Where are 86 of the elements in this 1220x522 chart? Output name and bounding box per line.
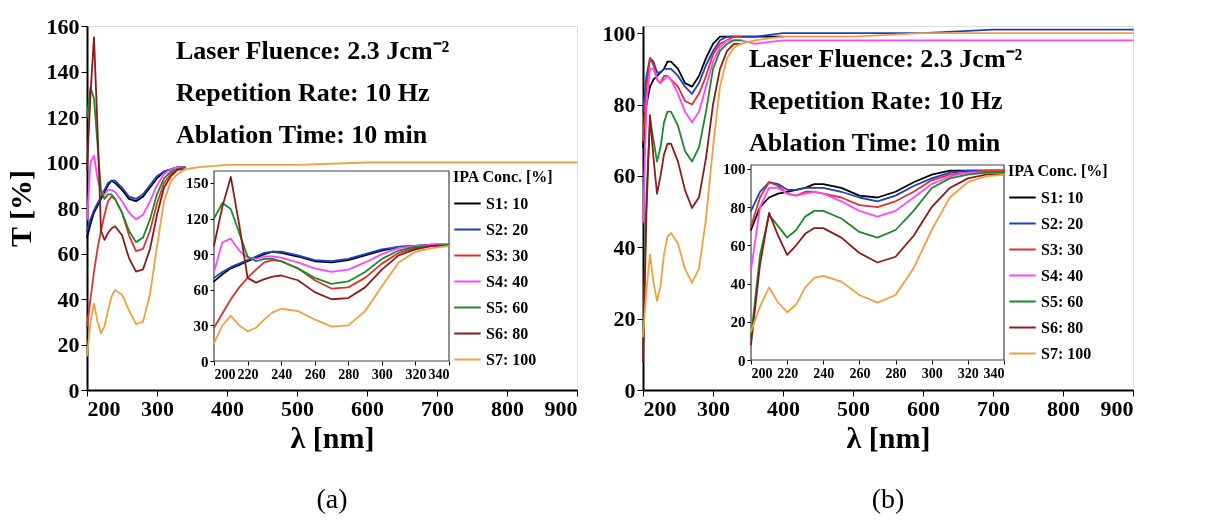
y-tick-label: 40: [730, 276, 746, 293]
x-tick-label: 340: [428, 366, 450, 382]
y-tick-label: 100: [602, 20, 636, 46]
x-tick-label: 600: [907, 395, 940, 421]
x-tick-label: 260: [849, 365, 871, 381]
y-tick-label: 20: [613, 306, 636, 332]
legend-label: S7: 100: [486, 350, 537, 368]
text: (b): [871, 483, 905, 514]
annotation: Ablation Time: 10 min: [749, 128, 1001, 157]
y-tick-label: 60: [730, 237, 746, 254]
x-tick-label: 320: [405, 366, 427, 382]
x-tick-label: 300: [141, 395, 174, 421]
x-tick-label: 220: [237, 366, 259, 382]
y-tick-label: 30: [193, 317, 209, 334]
legend-label: S1: 10: [1041, 188, 1084, 206]
y-tick-label: 0: [738, 352, 746, 369]
y-tick-label: 0: [624, 377, 636, 403]
x-tick-label: 200: [214, 366, 236, 382]
y-tick-label: 90: [193, 246, 209, 263]
y-tick-label: 0: [68, 377, 80, 403]
x-tick-label: 900: [544, 395, 578, 421]
y-tick-label: 150: [186, 175, 209, 192]
x-tick-label: 800: [491, 395, 524, 421]
x-axis-title: λ [nm]: [290, 420, 375, 454]
legend-title: IPA Conc. [%]: [453, 168, 553, 185]
x-tick-label: 500: [837, 395, 870, 421]
legend-label: S5: 60: [486, 298, 529, 316]
x-tick-label: 320: [957, 365, 979, 381]
y-tick-label: 20: [57, 332, 80, 357]
legend-label: S1: 10: [486, 194, 529, 212]
x-tick-label: 260: [304, 366, 326, 382]
legend-label: S7: 100: [1041, 344, 1092, 362]
legend-label: S6: 80: [486, 324, 529, 342]
x-tick-label: 280: [885, 365, 907, 381]
legend-label: S4: 40: [486, 272, 529, 290]
y-tick-label: 100: [46, 150, 80, 175]
x-tick-label: 240: [271, 366, 293, 382]
x-tick-label: 600: [351, 395, 384, 421]
annotation: Laser Fluence: 2.3 Jcm⁻²: [749, 44, 1023, 73]
y-tick-label: 120: [186, 211, 209, 227]
legend-label: S2: 20: [1041, 214, 1084, 232]
y-tick-label: 160: [46, 13, 80, 39]
legend-label: S3: 30: [486, 246, 529, 264]
y-tick-label: 20: [730, 314, 746, 331]
y-tick-label: 0: [201, 353, 209, 370]
y-tick-label: 80: [613, 92, 636, 118]
y-tick-label: 60: [57, 241, 80, 266]
y-tick-label: 100: [723, 161, 746, 178]
legend-label: S2: 20: [486, 220, 529, 238]
y-axis-title: T [%]: [3, 170, 37, 247]
y-tick-label: 80: [57, 195, 80, 221]
x-tick-label: 340: [983, 365, 1005, 381]
x-tick-label: 280: [338, 366, 360, 382]
x-tick-label: 200: [751, 365, 773, 381]
annotation: Ablation Time: 10 min: [176, 120, 428, 149]
x-axis-title: λ [nm]: [846, 420, 931, 454]
x-tick-label: 400: [211, 395, 244, 421]
y-tick-label: 80: [730, 199, 746, 216]
y-tick-label: 140: [46, 59, 80, 84]
legend-label: S3: 30: [1041, 240, 1084, 258]
legend-title: IPA Conc. [%]: [1008, 162, 1108, 179]
legend-label: S5: 60: [1041, 292, 1084, 310]
y-tick-label: 40: [613, 234, 636, 260]
x-tick-label: 900: [1100, 395, 1134, 421]
text: (a): [316, 483, 348, 514]
x-tick-label: 300: [921, 365, 943, 381]
annotation: Laser Fluence: 2.3 Jcm⁻²: [176, 36, 450, 65]
legend-label: S4: 40: [1041, 266, 1084, 284]
x-tick-label: 240: [813, 365, 835, 381]
x-tick-label: 700: [421, 395, 454, 421]
x-tick-label: 300: [697, 395, 730, 421]
x-tick-label: 500: [281, 395, 314, 421]
annotation: Repetition Rate: 10 Hz: [176, 78, 430, 107]
x-tick-label: 300: [371, 366, 393, 382]
x-tick-label: 400: [767, 395, 800, 421]
x-tick-label: 220: [777, 365, 799, 381]
y-tick-label: 60: [613, 163, 636, 189]
legend-label: S6: 80: [1041, 318, 1084, 336]
y-tick-label: 40: [57, 286, 80, 312]
x-tick-label: 200: [87, 395, 121, 421]
y-tick-label: 60: [193, 282, 209, 299]
x-tick-label: 200: [643, 395, 677, 421]
y-tick-label: 120: [46, 104, 80, 130]
x-tick-label: 700: [977, 395, 1010, 421]
x-tick-label: 800: [1047, 395, 1080, 421]
annotation: Repetition Rate: 10 Hz: [749, 86, 1003, 115]
